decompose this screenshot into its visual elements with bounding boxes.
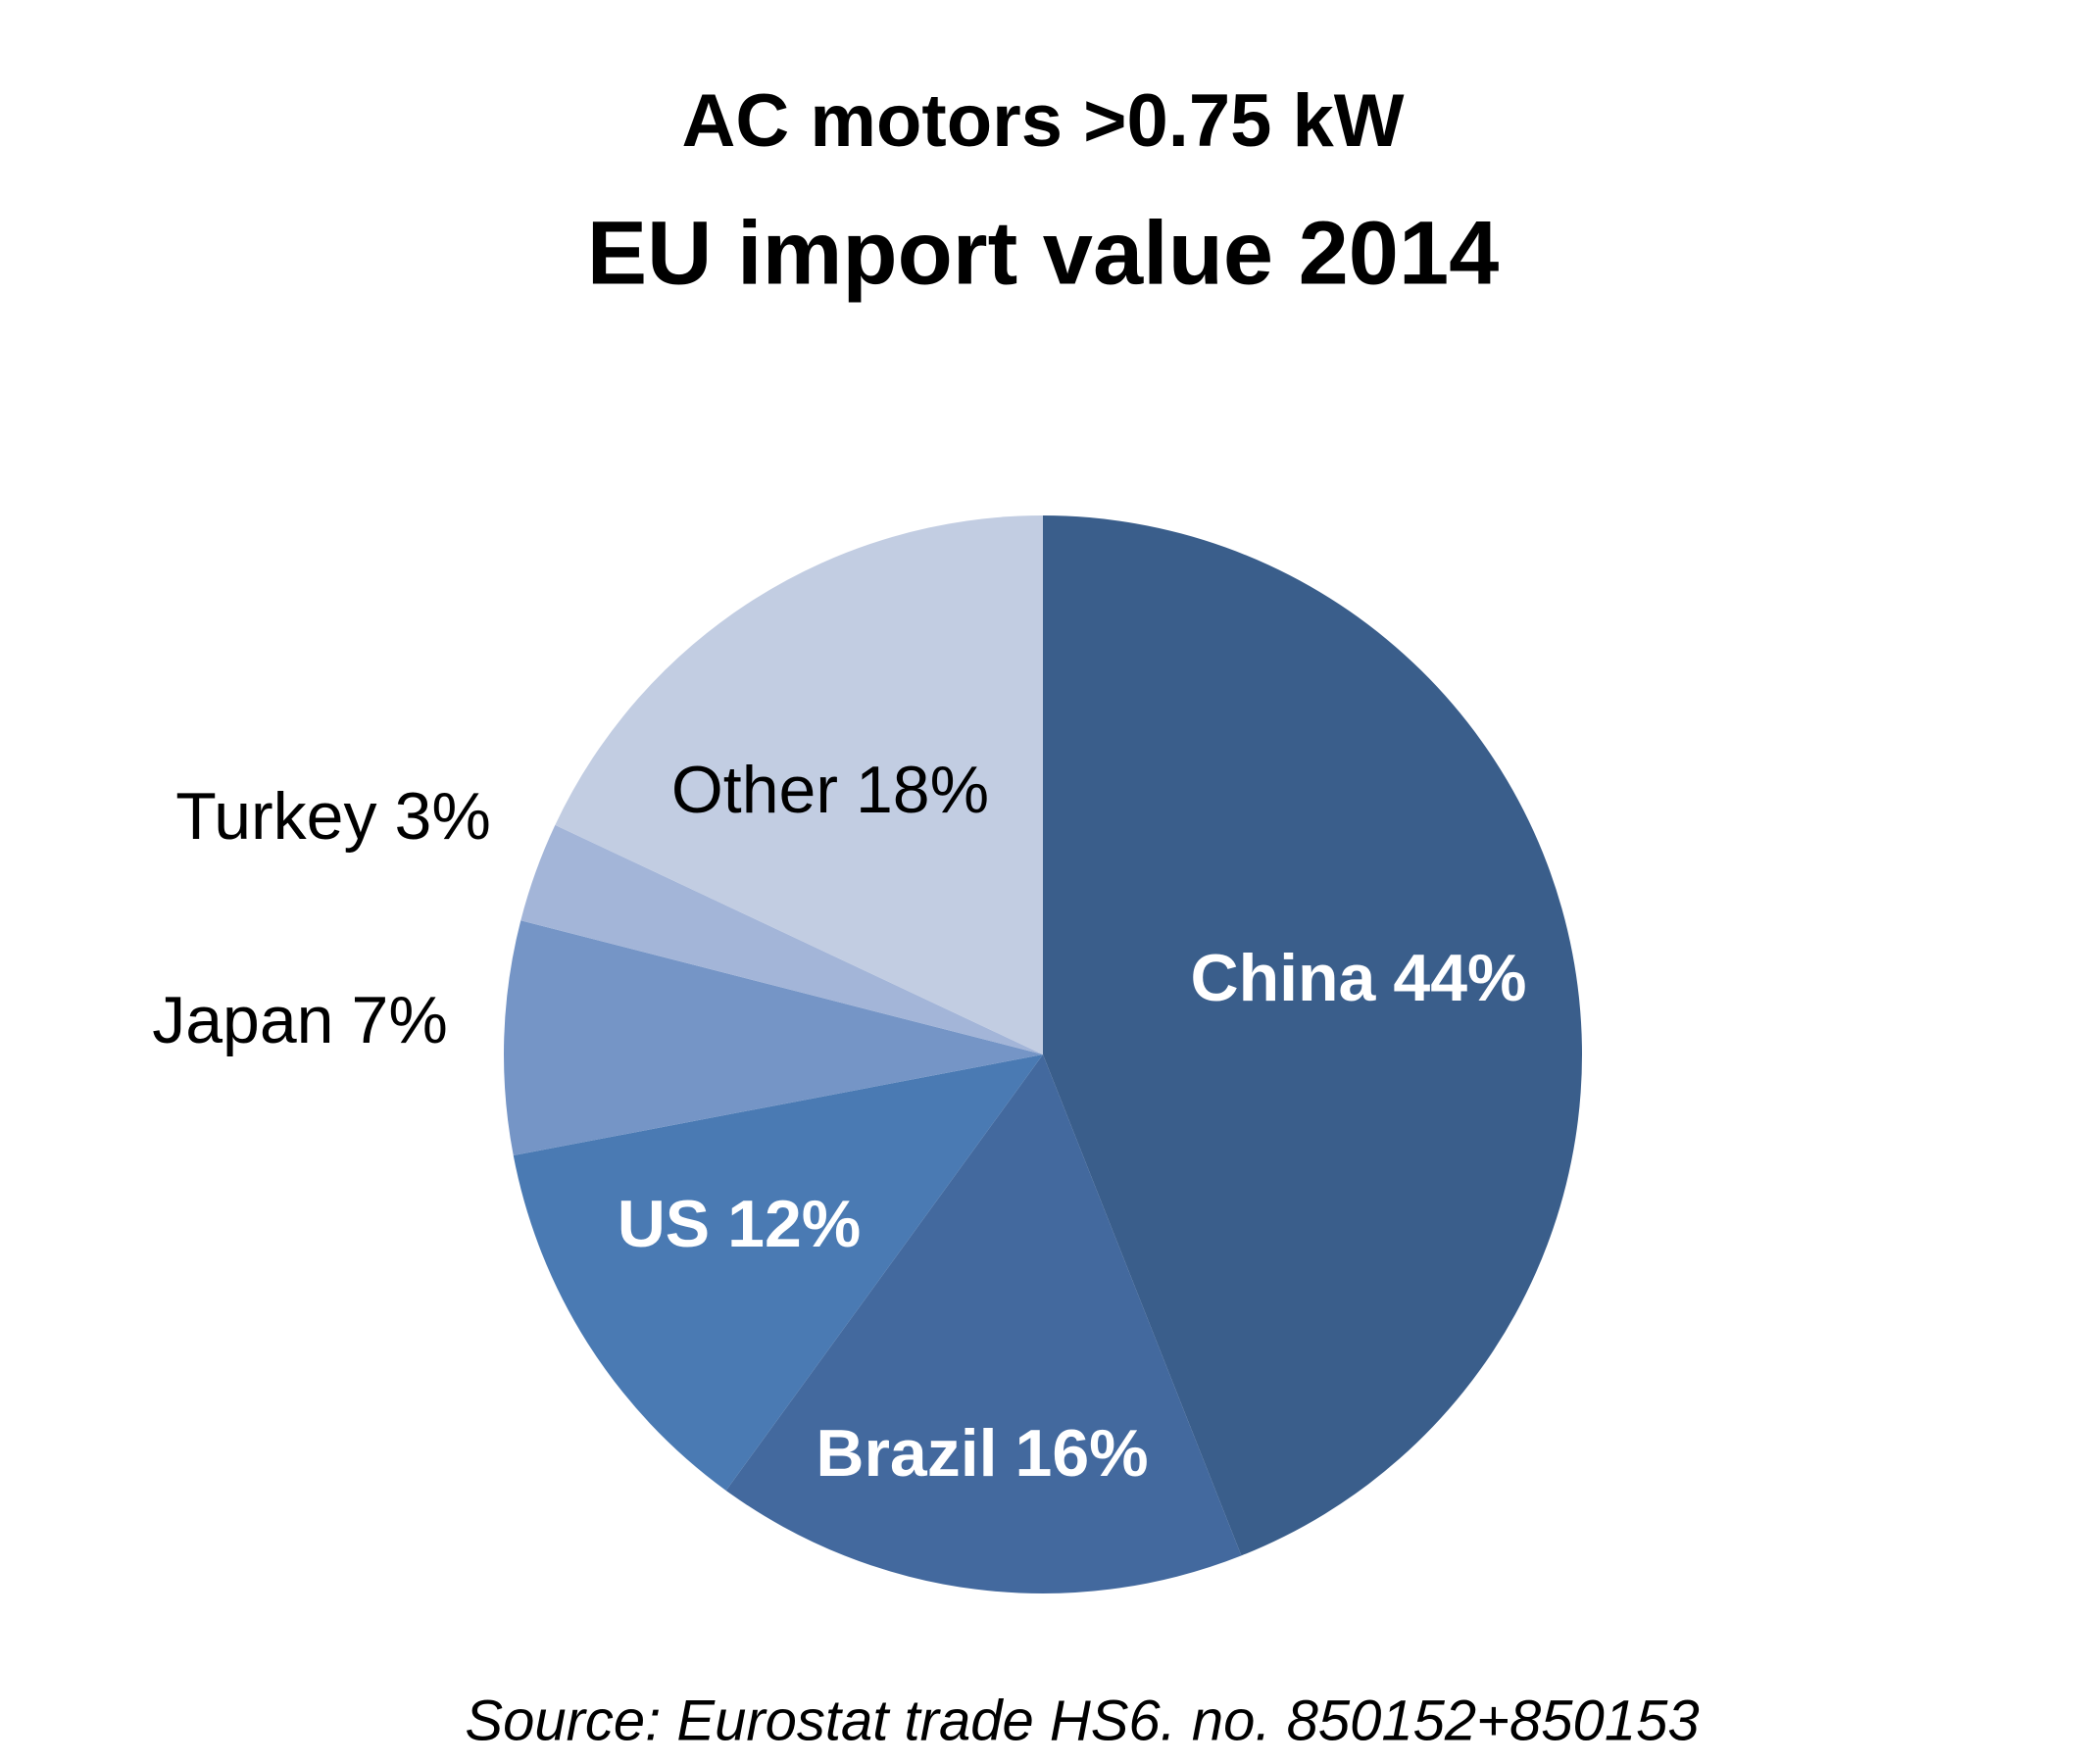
- slice-label: Brazil 16%: [816, 1416, 1148, 1491]
- pie-slice: [520, 824, 1043, 1054]
- slice-label: Other 18%: [671, 753, 989, 827]
- slice-category: Brazil: [816, 1416, 997, 1491]
- slice-category: Other: [671, 753, 838, 827]
- pie-slice: [1043, 515, 1582, 1556]
- slice-value-label: 44%: [1393, 941, 1526, 1015]
- labels: China 44% Brazil 16% US 12% Japan 7% Turkey 3% Oth…: [152, 753, 1526, 1491]
- pie: [504, 515, 1582, 1593]
- slice-label: US 12%: [618, 1187, 862, 1261]
- slice-label: China 44%: [1190, 941, 1526, 1015]
- slice-value-label: 16%: [1015, 1416, 1149, 1491]
- slice-category: US: [618, 1187, 710, 1261]
- slice-label: Japan 7%: [152, 983, 448, 1057]
- chart-subtitle: EU import value 2014: [587, 203, 1500, 303]
- pie-slice: [504, 920, 1043, 1156]
- slice-value-label: 12%: [727, 1187, 861, 1261]
- slice-category: Turkey: [175, 779, 376, 854]
- source-note: Source: Eurostat trade HS6. no. 850152+8…: [465, 1689, 1699, 1752]
- pie-slice: [555, 515, 1043, 1054]
- slice-category: China: [1190, 941, 1376, 1015]
- slice-value-label: 3%: [395, 779, 491, 854]
- pie-slice: [725, 1054, 1242, 1593]
- slice-label: Turkey 3%: [175, 779, 491, 854]
- slice-value-label: 18%: [856, 753, 989, 827]
- slice-category: Japan: [152, 983, 333, 1057]
- slice-value-label: 7%: [352, 983, 448, 1057]
- pie-slice: [513, 1054, 1043, 1491]
- chart-title: AC motors >0.75 kW: [682, 79, 1405, 163]
